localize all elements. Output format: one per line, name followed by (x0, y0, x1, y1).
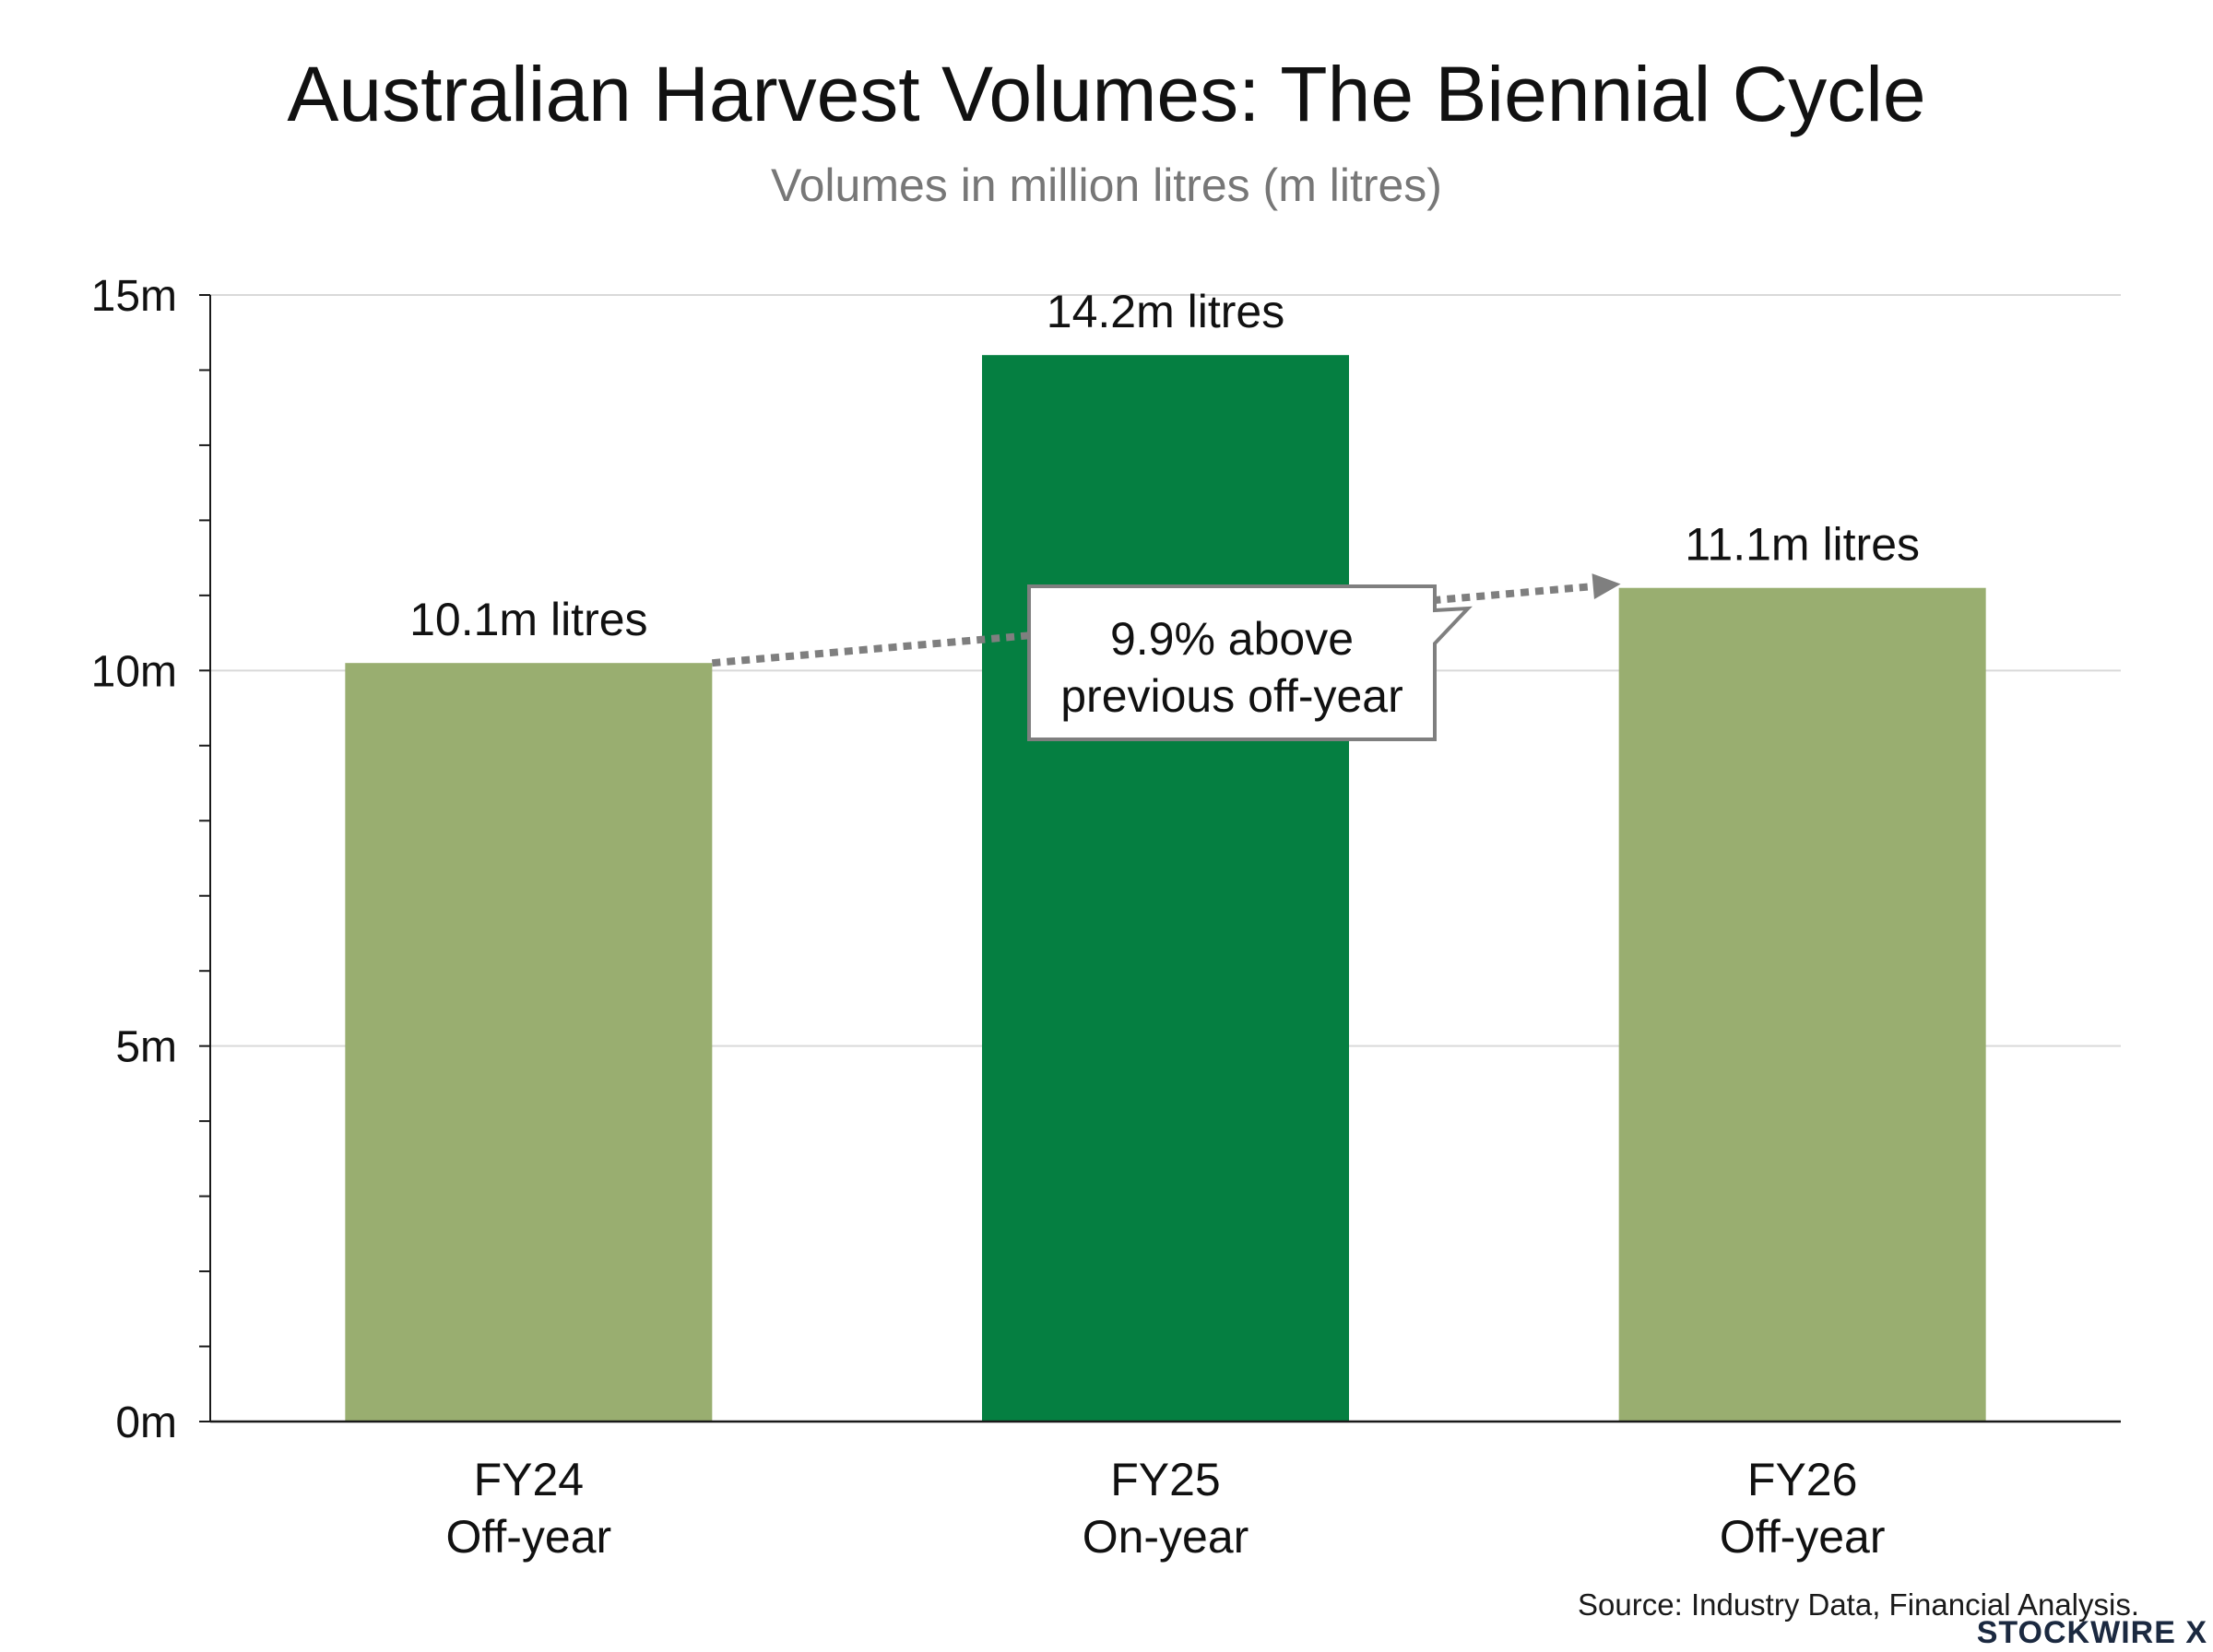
annotation-text-line: 9.9% above (1110, 613, 1354, 665)
chart-subtitle: Volumes in million litres (m litres) (771, 159, 1442, 211)
data-label: 14.2m litres (1047, 286, 1284, 337)
x-tick-label-line: FY26 (1747, 1454, 1858, 1505)
x-tick-label-line: Off-year (1720, 1511, 1886, 1563)
y-tick-label: 0m (115, 1398, 177, 1447)
bars (345, 355, 1986, 1422)
x-tick-label-line: FY25 (1110, 1454, 1221, 1505)
annotation-callout-box (1027, 584, 1473, 741)
bar-fy25 (982, 355, 1349, 1422)
data-label: 11.1m litres (1685, 519, 1920, 571)
bar-fy24 (345, 663, 713, 1422)
annotation: 9.9% above previous off-year (711, 573, 1621, 741)
y-tick-label: 15m (91, 272, 177, 321)
x-tick-label: FY26 Off-year (1720, 1454, 1886, 1563)
x-tick-label-line: On-year (1083, 1511, 1249, 1563)
axes: 0m 5m 10m 15m FY24 Off-year FY25 On-year FY26 Off… (91, 272, 2121, 1563)
annotation-text: 9.9% above previous off-year (1060, 613, 1402, 722)
x-tick-label-line: FY24 (474, 1454, 585, 1505)
x-tick-label: FY25 On-year (1083, 1454, 1249, 1563)
x-tick-label-line: Off-year (445, 1511, 611, 1563)
data-label: 10.1m litres (409, 594, 647, 645)
y-tick-label: 10m (91, 647, 177, 696)
annotation-text-line: previous off-year (1060, 670, 1402, 722)
x-tick-label: FY24 Off-year (445, 1454, 611, 1563)
source-note: Source: Industry Data, Financial Analysi… (1578, 1587, 2139, 1622)
bar-fy26 (1618, 587, 1986, 1422)
annotation-arrowhead (1592, 573, 1621, 600)
brand-logo: STOCKWIRE X (1976, 1615, 2207, 1650)
chart-title: Australian Harvest Volumes: The Biennial… (287, 51, 1926, 137)
y-tick-label: 5m (115, 1023, 177, 1072)
data-labels: 10.1m litres 14.2m litres 11.1m litres (409, 286, 1920, 645)
